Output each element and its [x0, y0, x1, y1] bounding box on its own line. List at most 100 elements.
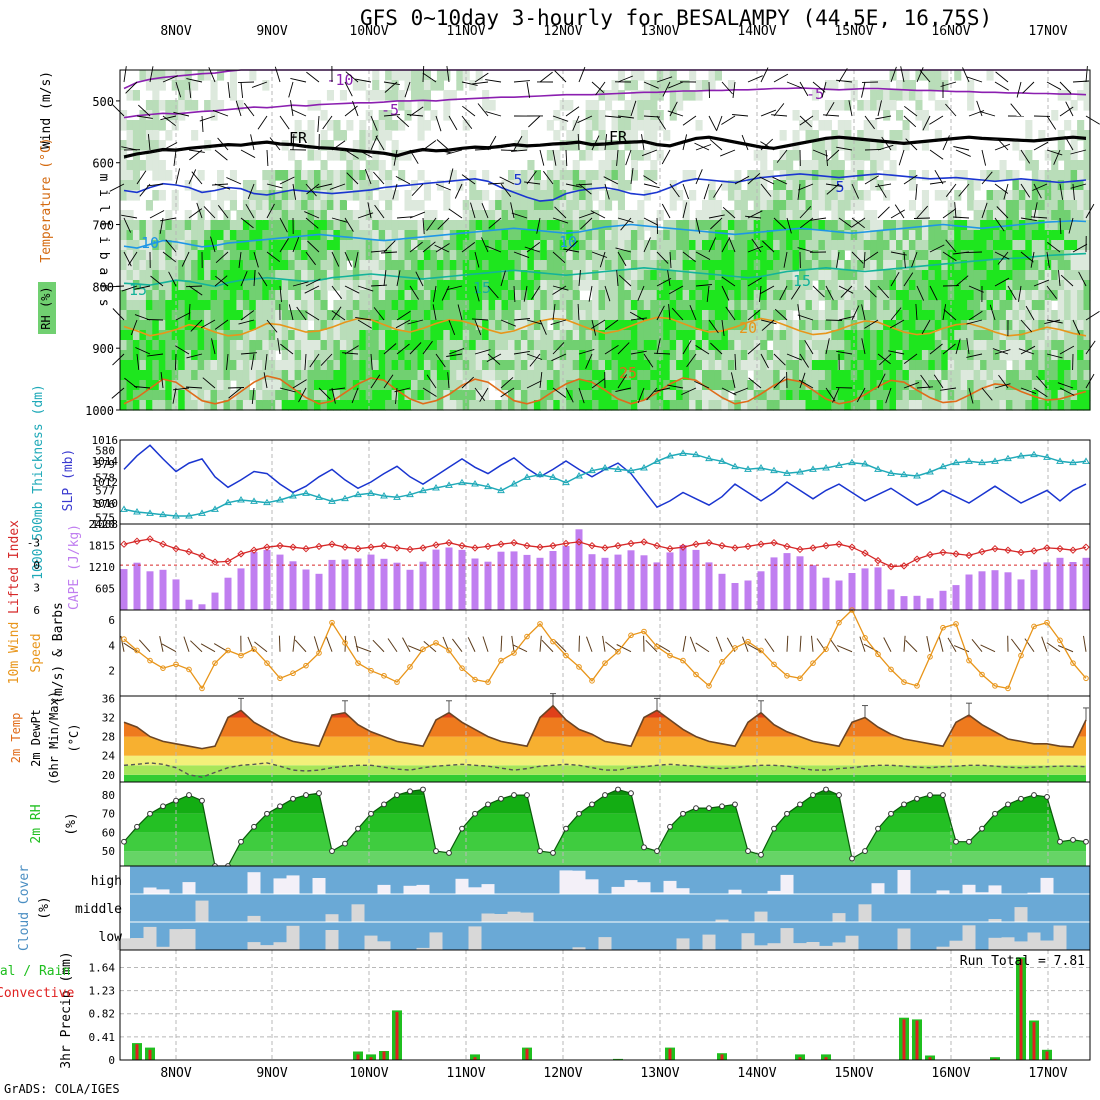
- rh-cell: [417, 110, 425, 121]
- rh-cell: [372, 300, 380, 311]
- rh-cell: [288, 250, 296, 261]
- li-marker: [250, 546, 258, 554]
- rh-cell: [320, 160, 328, 171]
- rh-cell: [663, 130, 671, 141]
- rh-cell: [695, 390, 703, 401]
- rh-cell: [462, 280, 470, 291]
- wind-barb: [331, 310, 346, 321]
- rh-cell: [333, 190, 341, 201]
- rh-cell: [120, 300, 128, 311]
- rh-cell: [145, 100, 153, 111]
- wind-barb: [799, 353, 809, 368]
- rh-cell: [663, 370, 671, 381]
- rh-cell: [605, 280, 613, 291]
- rh-cell: [553, 200, 561, 211]
- cape-bar: [510, 551, 518, 610]
- rh-cell: [1005, 390, 1013, 401]
- rh-cell: [152, 340, 160, 351]
- rh-cell: [637, 290, 645, 301]
- rh-cell: [605, 300, 613, 311]
- rh-cell: [191, 100, 199, 111]
- rh-cell: [191, 270, 199, 281]
- rh-cell: [275, 260, 283, 271]
- rh-cell: [456, 300, 464, 311]
- rh-cell: [566, 350, 574, 361]
- rh-cell: [870, 180, 878, 191]
- rh-cell: [605, 350, 613, 361]
- wind-barb: [1020, 387, 1037, 395]
- rh-cell: [126, 390, 134, 401]
- rh-cell: [824, 80, 832, 91]
- wind-barb: [526, 353, 543, 360]
- rh-cell: [333, 330, 341, 341]
- rh-cell: [385, 250, 393, 261]
- rh-cell: [249, 250, 257, 261]
- rh-cell: [740, 330, 748, 341]
- rh-cell: [223, 400, 231, 411]
- wind-barb: [447, 372, 450, 389]
- rh-cell: [398, 240, 406, 251]
- rh-cell: [934, 400, 942, 411]
- rh-cell: [191, 260, 199, 271]
- wind-barb: [435, 243, 450, 253]
- rh-cell: [747, 170, 755, 181]
- wind-barb: [810, 217, 827, 221]
- thickness-marker: [458, 478, 466, 486]
- rh-cell: [876, 90, 884, 101]
- rh-cell: [139, 340, 147, 351]
- rh-cell: [294, 200, 302, 211]
- rh-cell: [637, 150, 645, 161]
- rh-cell: [333, 170, 341, 181]
- rh-cell: [702, 380, 710, 391]
- rh-cell: [152, 70, 160, 81]
- rh-cell: [837, 240, 845, 251]
- thickness-marker: [822, 464, 830, 471]
- rh-cell: [799, 120, 807, 131]
- rh-cell: [469, 250, 477, 261]
- wind-barb: [732, 387, 749, 395]
- rh-cell: [592, 280, 600, 291]
- rh-cell: [598, 110, 606, 121]
- rh-cell: [1005, 370, 1013, 381]
- rh-cell: [592, 250, 600, 261]
- rh-cell: [585, 200, 593, 211]
- rh-cell: [1031, 190, 1039, 201]
- wind-barb: [186, 78, 203, 83]
- rh-cell: [643, 220, 651, 231]
- rh-cell: [656, 350, 664, 361]
- rh-cell: [236, 320, 244, 331]
- rh-cell: [501, 360, 509, 371]
- wind-barb: [454, 183, 463, 199]
- wind-barb: [292, 236, 300, 253]
- wind-barb-10m: [905, 640, 918, 653]
- rh-cell: [702, 210, 710, 221]
- rh-cell: [973, 260, 981, 271]
- rh-cell: [980, 280, 988, 291]
- rh-cell: [617, 360, 625, 371]
- rh-cell: [676, 190, 684, 201]
- rh-cell: [404, 370, 412, 381]
- rh-cell: [229, 400, 237, 411]
- rh-cell: [508, 220, 516, 231]
- wind-barb: [797, 314, 814, 321]
- rh-cell: [482, 190, 490, 201]
- rh-cell: [766, 240, 774, 251]
- rh-cell: [908, 360, 916, 371]
- rh-cell: [624, 370, 632, 381]
- wind-barb: [500, 149, 518, 152]
- rh-cell: [1031, 170, 1039, 181]
- wind-barb: [671, 307, 684, 321]
- wind-barb: [1046, 115, 1057, 130]
- li-marker: [484, 542, 492, 551]
- rh-cell: [689, 230, 697, 241]
- rh-cell: [1051, 280, 1059, 291]
- rh-cell: [734, 310, 742, 321]
- rh-cell: [152, 270, 160, 281]
- wind-barb: [474, 387, 486, 401]
- rh-cell: [242, 400, 250, 411]
- thickness-marker: [783, 469, 791, 476]
- rh-cell: [514, 310, 522, 321]
- wind-barb-10m: [903, 635, 906, 652]
- rh-cell: [171, 80, 179, 91]
- rh-cell: [132, 330, 140, 341]
